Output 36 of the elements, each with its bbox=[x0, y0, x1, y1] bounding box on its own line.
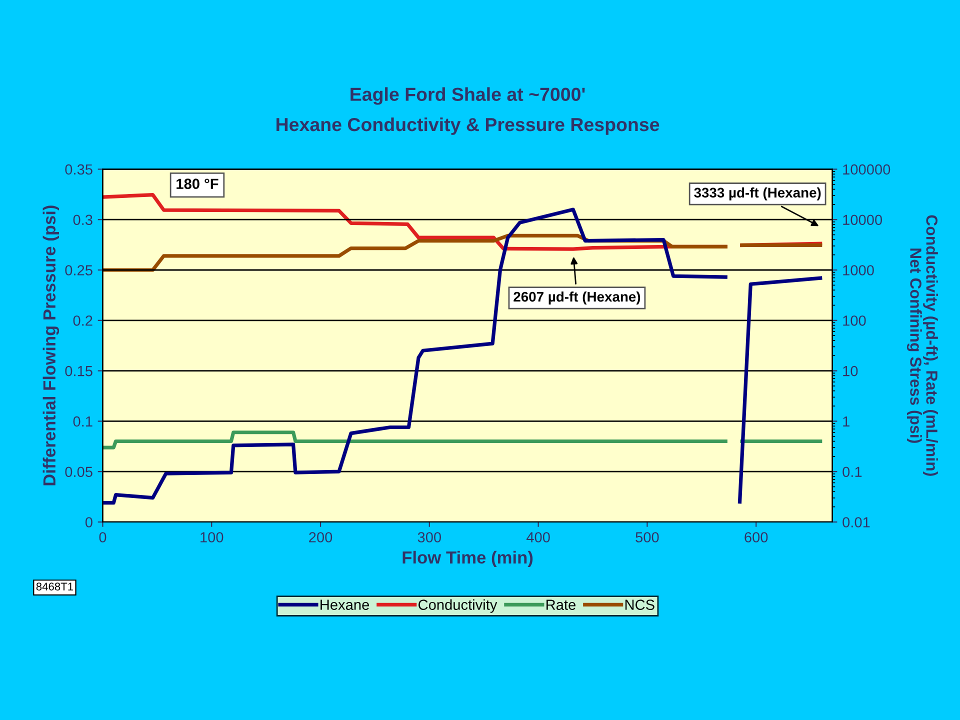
y-tick-label: 0.2 bbox=[73, 316, 92, 326]
y2-tick-label: 10000 bbox=[843, 214, 882, 226]
legend-label: NCS bbox=[625, 600, 654, 610]
y2-tick-label: 10 bbox=[843, 366, 858, 376]
y-tick-label: 0.15 bbox=[65, 366, 92, 376]
y-axis-title: Differential Flowing Pressure (psi) bbox=[42, 206, 60, 486]
chart-title: Eagle Ford Shale at ~7000' bbox=[350, 87, 585, 105]
y2-tick-label: 0.1 bbox=[842, 466, 862, 478]
y-tick-label: 0.25 bbox=[65, 265, 92, 276]
text: 8468T1 bbox=[36, 582, 74, 591]
x-tick-label: 400 bbox=[526, 532, 550, 542]
y-tick-label: 0 bbox=[85, 517, 92, 528]
x-tick-label: 200 bbox=[309, 532, 332, 542]
y2-tick-label: 100 bbox=[843, 316, 866, 326]
legend-label: Hexane bbox=[320, 600, 369, 610]
x-tick-label: 100 bbox=[200, 532, 224, 542]
x-tick-label: 300 bbox=[418, 532, 442, 542]
annotation: 180 °F bbox=[176, 178, 218, 189]
chart-subtitle: Hexane Conductivity & Pressure Response bbox=[276, 117, 660, 135]
y2-tick-label: 100000 bbox=[843, 164, 890, 175]
x-axis-title: Flow Time (min) bbox=[402, 550, 533, 568]
x-tick-label: 600 bbox=[744, 532, 768, 542]
y2-tick-label: 1000 bbox=[843, 265, 874, 276]
x-tick-label: 500 bbox=[636, 532, 659, 542]
legend-label: Conductivity bbox=[418, 599, 498, 613]
y-tick-label: 0.05 bbox=[65, 466, 92, 478]
annotation: 2607 µd-ft (Hexane) bbox=[514, 291, 640, 304]
y2-tick-label: 1 bbox=[843, 416, 850, 426]
y2-tick-label: 0.01 bbox=[842, 517, 870, 528]
annotation: 3333 µd-ft (Hexane) bbox=[694, 187, 821, 200]
y-tick-label: 0.35 bbox=[65, 164, 92, 175]
y-tick-label: 0.1 bbox=[73, 416, 92, 427]
y2-axis-title: Conductivity (µd-ft), Rate (mL/min) Net Confining Stress (psi) bbox=[906, 215, 938, 476]
legend-label: Rate bbox=[546, 600, 576, 610]
x-tick-label: 0 bbox=[99, 532, 106, 542]
y-tick-label: 0.3 bbox=[73, 214, 92, 226]
